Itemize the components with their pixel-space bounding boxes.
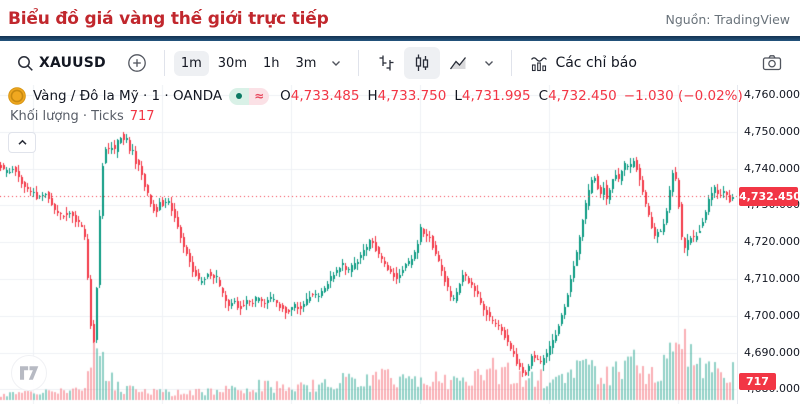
bar-style-icon bbox=[375, 52, 397, 74]
compare-button[interactable] bbox=[119, 47, 155, 79]
price-axis-label: 4,750.000 bbox=[744, 124, 800, 138]
source-label: Nguồn: TradingView bbox=[665, 11, 791, 27]
chart-toolbar: XAUUSD 1m 30m 1h 3m bbox=[0, 41, 800, 85]
price-chart-canvas[interactable] bbox=[0, 85, 800, 404]
price-axis-label: 4,760.000 bbox=[744, 88, 800, 101]
ohlc-values: O4,733.485 H4,733.750 L4,731.995 C4,732.450 bbox=[280, 88, 617, 104]
volume-tag: 717 bbox=[739, 373, 776, 390]
price-axis-label: 4,720.000 bbox=[744, 235, 800, 249]
price-axis-label: 4,690.000 bbox=[744, 345, 800, 359]
camera-icon bbox=[761, 53, 783, 73]
legend-symbol-title[interactable]: Vàng / Đô la Mỹ · 1 · OANDA bbox=[33, 88, 223, 104]
compare-plus-icon bbox=[126, 52, 148, 74]
volume-study-label[interactable]: Khối lượng · Ticks bbox=[10, 109, 124, 124]
snapshot-button[interactable] bbox=[754, 48, 790, 78]
page-header: Biểu đồ giá vàng thế giới trực tiếp Nguồ… bbox=[0, 0, 800, 36]
market-status[interactable]: ≈ bbox=[229, 87, 270, 105]
delayed-data-icon: ≈ bbox=[249, 87, 270, 105]
market-open-icon bbox=[229, 87, 250, 105]
indicators-label: Các chỉ báo bbox=[555, 55, 637, 71]
price-axis[interactable]: 4,732.450 717 4,760.000 4,750.000 4,740.00… bbox=[737, 85, 800, 404]
chevron-down-icon bbox=[483, 57, 495, 69]
interval-button-1h[interactable]: 1h bbox=[263, 55, 280, 71]
interval-button-3m[interactable]: 3m bbox=[295, 55, 317, 71]
ohlc-o: O4,733.485 bbox=[280, 88, 360, 104]
bar-style-button[interactable] bbox=[368, 47, 404, 79]
toolbar-separator bbox=[163, 50, 165, 76]
area-style-button[interactable] bbox=[440, 47, 476, 79]
toolbar-separator bbox=[358, 50, 360, 76]
interval-button-30m[interactable]: 30m bbox=[217, 55, 247, 71]
symbol-label: XAUUSD bbox=[39, 55, 106, 71]
indicators-button[interactable]: Các chỉ báo bbox=[521, 47, 643, 79]
tradingview-logo-icon bbox=[19, 366, 39, 380]
symbol-search-button[interactable]: XAUUSD bbox=[10, 50, 113, 77]
chevron-up-icon bbox=[16, 136, 29, 149]
page-title: Biểu đồ giá vàng thế giới trực tiếp bbox=[8, 9, 329, 29]
price-axis-label: 4,710.000 bbox=[744, 272, 800, 285]
ohlc-c: C4,732.450 bbox=[538, 88, 617, 104]
toolbar-separator bbox=[511, 50, 513, 76]
symbol-legend: Vàng / Đô la Mỹ · 1 · OANDA ≈ O4,733.485… bbox=[8, 87, 743, 105]
search-icon bbox=[17, 55, 34, 72]
tradingview-logo[interactable] bbox=[11, 355, 47, 391]
indicators-icon bbox=[528, 52, 550, 74]
candle-style-button[interactable] bbox=[404, 47, 441, 79]
ohlc-h: H4,733.750 bbox=[367, 88, 447, 104]
ohlc-l: L4,731.995 bbox=[454, 88, 531, 104]
interval-button-1m[interactable]: 1m bbox=[173, 50, 209, 76]
interval-menu-button[interactable] bbox=[323, 52, 349, 74]
chevron-down-icon bbox=[330, 57, 342, 69]
collapse-pane-button[interactable] bbox=[8, 132, 36, 153]
volume-value: 717 bbox=[129, 109, 155, 124]
volume-legend: Khối lượng · Ticks 717 bbox=[10, 109, 155, 124]
price-axis-label: 4,700.000 bbox=[744, 308, 800, 322]
header-divider bbox=[0, 36, 800, 41]
area-style-icon bbox=[447, 52, 469, 74]
style-menu-button[interactable] bbox=[476, 52, 502, 74]
interval-group: 1m 30m 1h 3m bbox=[173, 50, 324, 76]
last-price-tag: 4,732.450 bbox=[739, 187, 800, 207]
candle-style-icon bbox=[411, 52, 433, 74]
gold-coin-icon bbox=[8, 87, 26, 105]
chart-area: Vàng / Đô la Mỹ · 1 · OANDA ≈ O4,733.485… bbox=[0, 85, 800, 404]
price-axis-label: 4,740.000 bbox=[744, 161, 800, 175]
price-change: −1.030 (−0.02%) bbox=[623, 88, 743, 104]
